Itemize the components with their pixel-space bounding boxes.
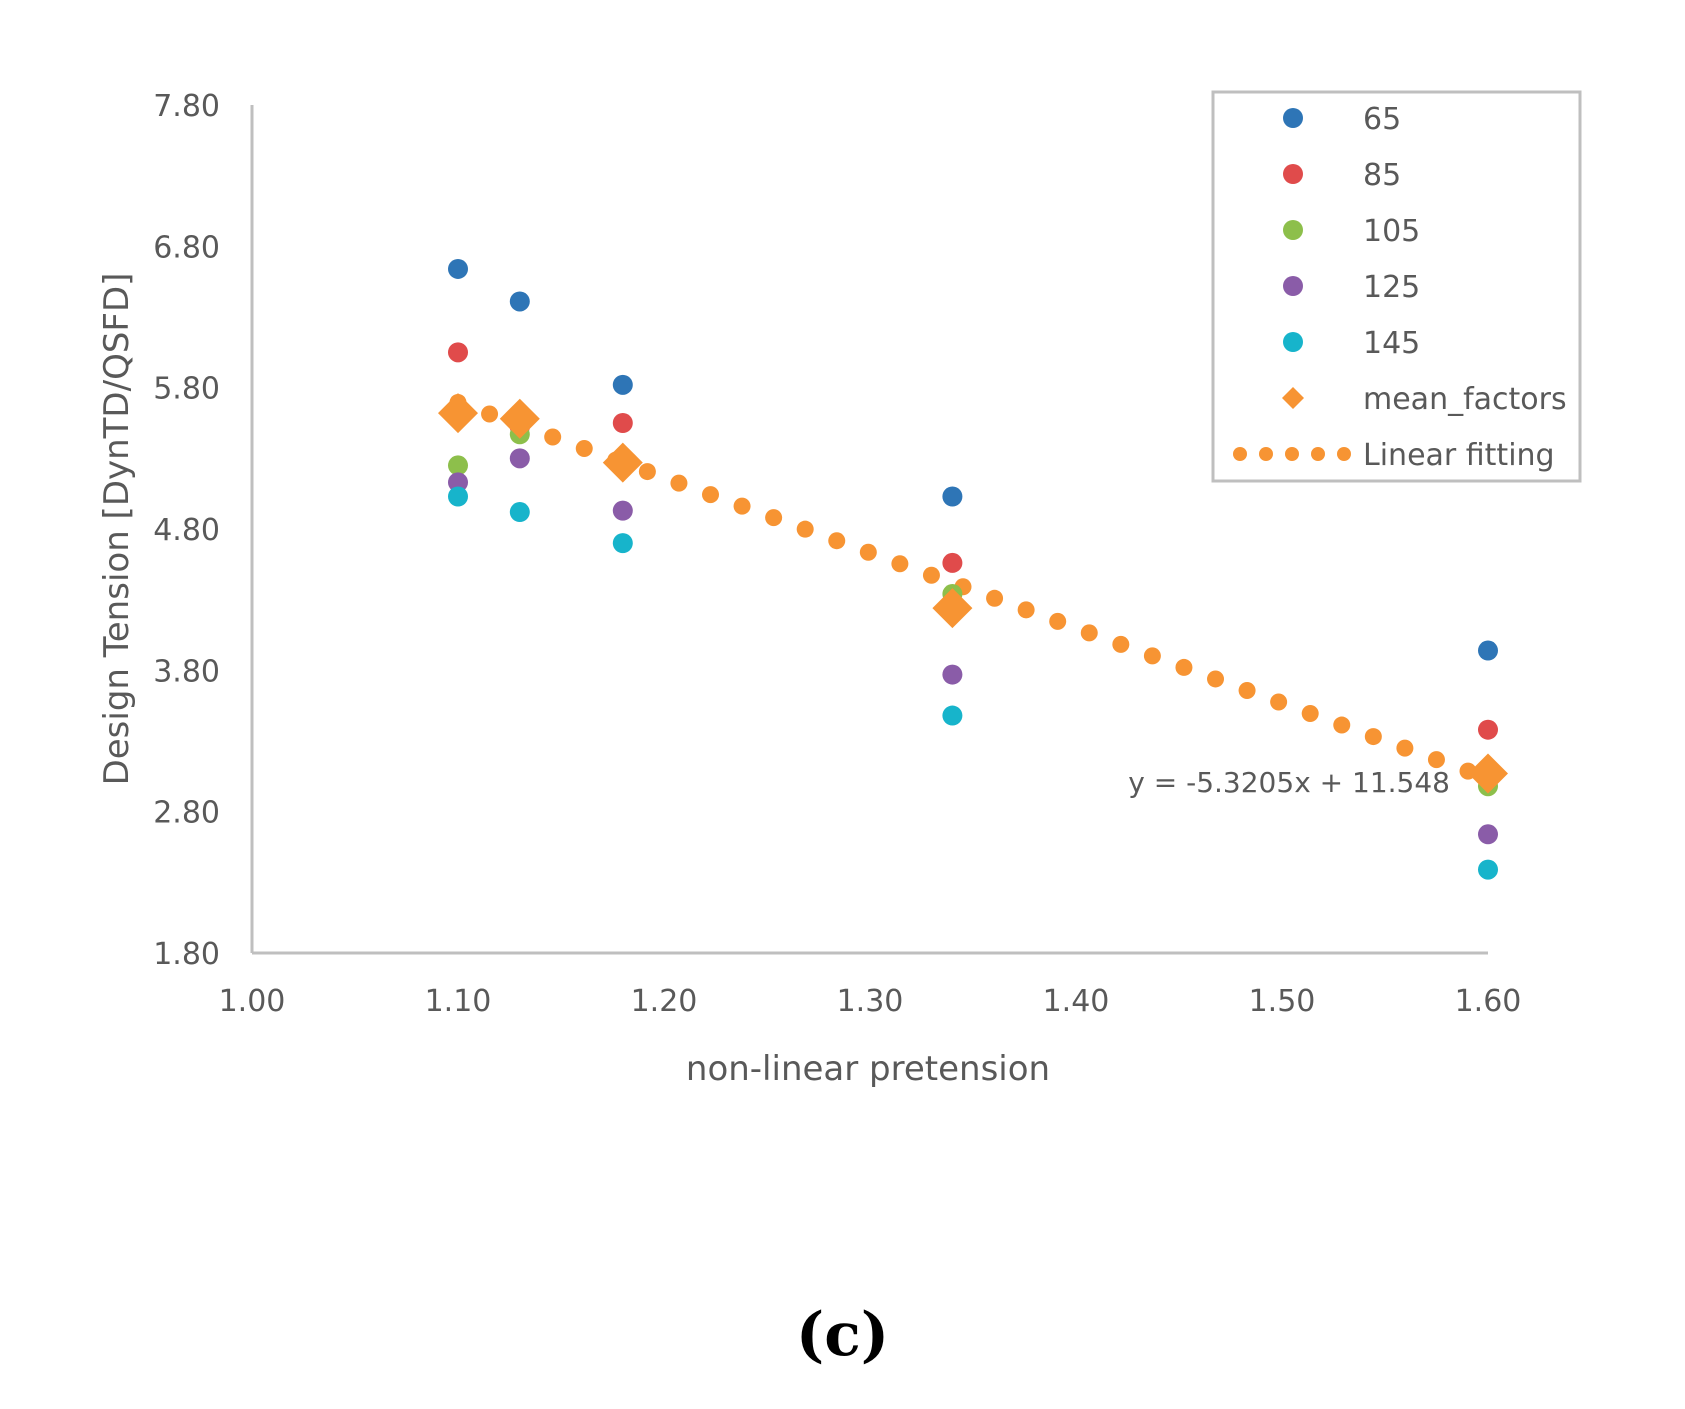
trendline-dot (859, 543, 877, 561)
trendline-dot (733, 497, 751, 515)
legend-box (1211, 90, 1582, 483)
data-point-65 (1478, 640, 1498, 661)
trendline-dot (1270, 693, 1288, 711)
trendline-dot (670, 474, 688, 492)
legend-marker (1283, 164, 1303, 184)
legend-items: 65 85 105 125 145 mean_factors Linear fitting (1233, 102, 1567, 473)
mean-factor-point (932, 588, 973, 629)
data-point-125 (509, 448, 530, 469)
y-tick-label: 4.80 (153, 513, 220, 548)
mean-factor-point (438, 393, 478, 434)
trendline-dot (702, 486, 720, 504)
mean-markers (438, 393, 1508, 794)
trendline-dot (575, 440, 593, 458)
data-point-65 (612, 374, 633, 395)
scatter-chart: 1.80 2.80 3.80 4.80 5.80 6.80 7.80 1.00 1.10 1.2… (97, 89, 1582, 1089)
data-point-145 (509, 502, 530, 523)
data-point-145 (612, 533, 633, 554)
trendline-dot (1396, 739, 1414, 757)
legend-marker-dot (1259, 447, 1273, 461)
trendline-dot (1080, 624, 1098, 642)
legend-marker-dot (1285, 447, 1299, 461)
trendline-dot (891, 555, 909, 573)
legend-marker (1283, 332, 1303, 352)
legend-marker-dot (1311, 447, 1325, 461)
legend-marker-dot (1337, 447, 1351, 461)
legend: 65 85 105 125 145 mean_factors Linear fitting (1211, 90, 1582, 483)
y-tick-label: 7.80 (153, 89, 220, 124)
data-point-65 (942, 486, 963, 507)
y-tick-label: 3.80 (153, 654, 220, 689)
data-point-125 (1478, 824, 1498, 845)
y-tick-label: 5.80 (153, 372, 220, 407)
data-point-125 (448, 472, 468, 493)
trendline-dot (828, 532, 846, 550)
panel-label: (c) (795, 1300, 890, 1370)
mean-factor-point (1468, 753, 1508, 794)
data-point-85 (1478, 719, 1498, 740)
legend-marker (1283, 276, 1303, 296)
legend-marker (1283, 220, 1303, 240)
mean-factor-point (602, 442, 643, 483)
trendline-dot (1333, 716, 1351, 734)
trendline-group (449, 393, 1477, 780)
y-tick-labels: 1.80 2.80 3.80 4.80 5.80 6.80 7.80 (153, 89, 220, 972)
trendline-dot (1017, 601, 1035, 619)
mean-factor-point (499, 398, 540, 439)
trendline-dot (922, 566, 940, 584)
data-point-145 (448, 486, 468, 507)
trendline-dot (638, 463, 656, 481)
trendline-dot (1427, 751, 1445, 769)
legend-marker (1283, 108, 1303, 128)
trendline-dot (1143, 647, 1161, 665)
trendline-dot (986, 589, 1004, 607)
legend-label: 65 (1363, 102, 1401, 137)
x-tick-label: 1.10 (425, 984, 492, 1019)
legend-label: 125 (1363, 270, 1420, 305)
data-point-125 (942, 664, 963, 685)
y-tick-label: 2.80 (153, 796, 220, 831)
axes (250, 105, 1488, 955)
trendline-equation: y = -5.3205x + 11.548 (1128, 766, 1450, 799)
legend-marker-dot (1233, 447, 1247, 461)
x-tick-label: 1.60 (1455, 984, 1522, 1019)
trendline-dot (1238, 681, 1256, 699)
x-tick-label: 1.40 (1043, 984, 1110, 1019)
legend-label: 145 (1363, 326, 1420, 361)
trendline-dot (1364, 728, 1382, 746)
x-axis-title: non-linear pretension (686, 1049, 1050, 1089)
x-tick-label: 1.00 (219, 984, 286, 1019)
data-point-125 (612, 500, 633, 521)
data-point-85 (448, 342, 468, 363)
trendline-dot (481, 405, 499, 423)
y-axis-title: Design Tension [DynTD/QSFD] (97, 273, 137, 786)
trendline-dot (796, 520, 814, 538)
trendline-dot (765, 509, 783, 527)
legend-label: Linear fitting (1363, 438, 1555, 473)
trendline-dot (544, 428, 562, 446)
data-point-145 (942, 705, 963, 726)
x-tick-label: 1.30 (837, 984, 904, 1019)
legend-marker (1282, 387, 1304, 409)
trendline-dot (1175, 658, 1193, 676)
data-point-65 (448, 258, 468, 279)
x-tick-label: 1.20 (631, 984, 698, 1019)
trendline-dot (1112, 635, 1130, 653)
trendline-dot (1301, 705, 1319, 723)
trendline-dot (1207, 670, 1225, 688)
data-point-105 (448, 455, 468, 476)
y-tick-label: 6.80 (153, 230, 220, 265)
data-point-145 (1478, 859, 1498, 880)
x-tick-labels: 1.00 1.10 1.20 1.30 1.40 1.50 1.60 (219, 984, 1522, 1019)
data-point-65 (509, 291, 530, 312)
data-point-85 (942, 552, 963, 573)
legend-label: mean_factors (1363, 382, 1567, 417)
legend-label: 105 (1363, 214, 1420, 249)
data-point-85 (612, 413, 633, 433)
legend-label: 85 (1363, 158, 1401, 193)
x-tick-label: 1.50 (1249, 984, 1316, 1019)
trendline-dot (1049, 612, 1067, 630)
y-tick-label: 1.80 (153, 937, 220, 972)
